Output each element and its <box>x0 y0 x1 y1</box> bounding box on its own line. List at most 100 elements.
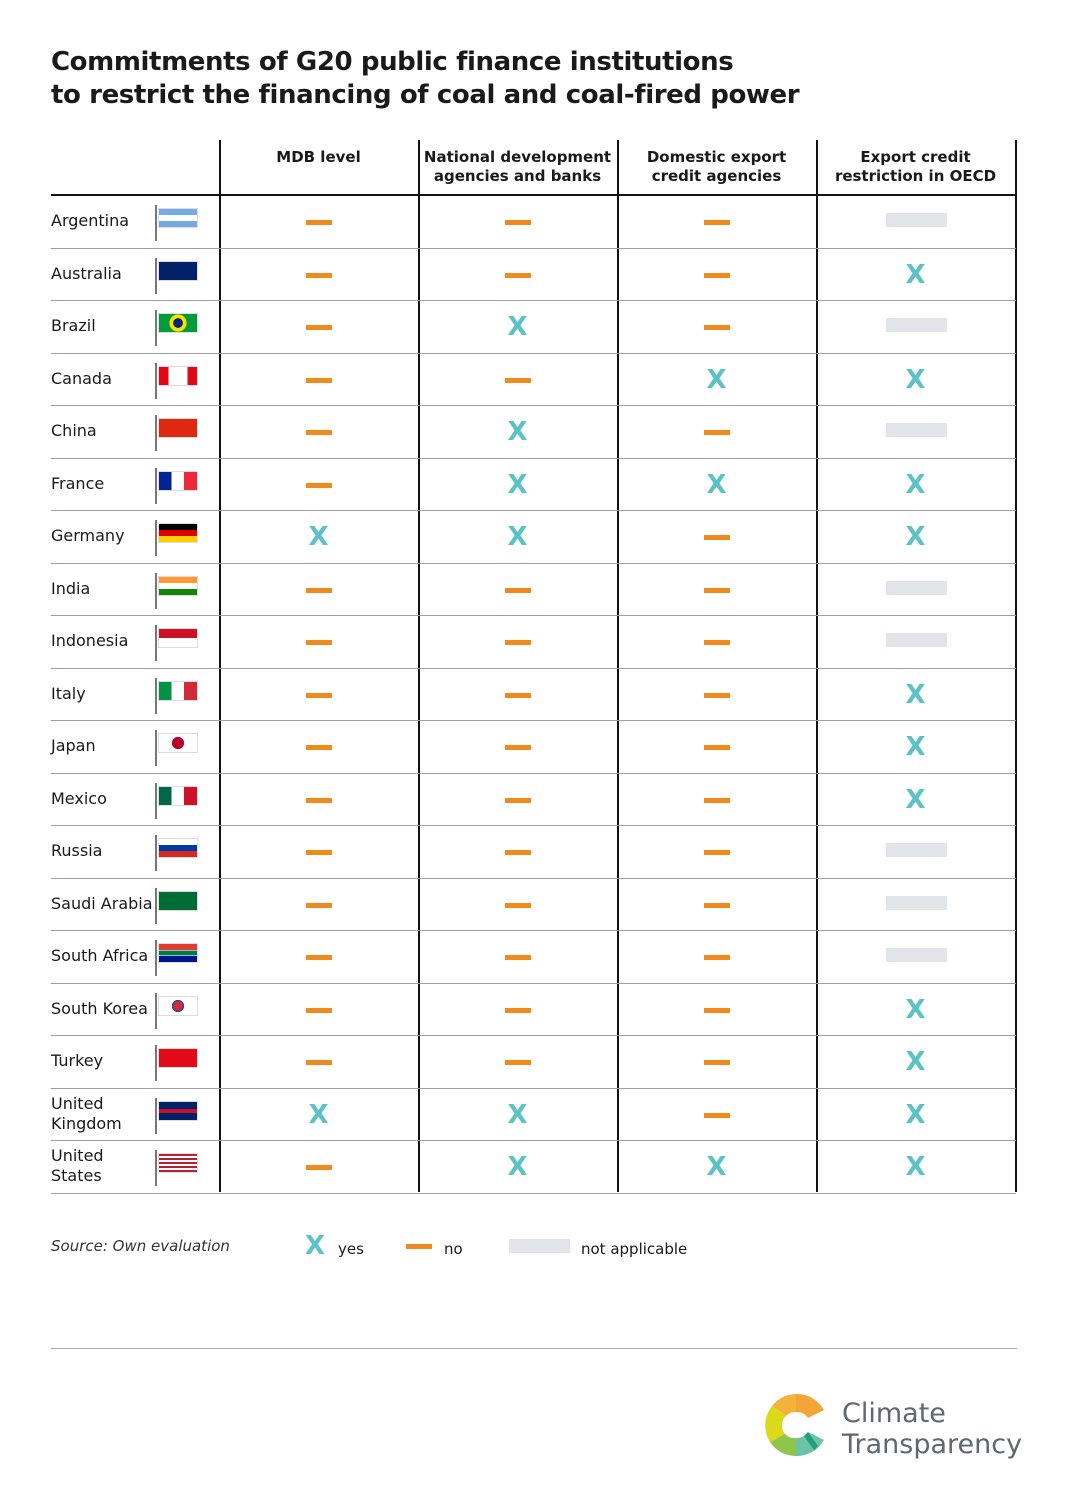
country-name-line: Saudi Arabia <box>51 893 153 913</box>
row-divider <box>51 1140 1016 1141</box>
country-name: Mexico <box>51 789 107 809</box>
flag-pole <box>155 992 157 1029</box>
no-mark <box>703 535 730 541</box>
no-mark <box>305 640 332 646</box>
flag-pole <box>155 467 157 504</box>
row-divider <box>51 1035 1016 1036</box>
country-name: South Korea <box>51 999 148 1019</box>
country-name-line: Japan <box>51 736 96 756</box>
no-mark <box>305 587 332 593</box>
country-name: France <box>51 474 104 494</box>
yes-mark: X <box>507 1152 528 1183</box>
country-name-line: South Africa <box>51 946 149 966</box>
title-line-2: to restrict the financing of coal and co… <box>51 80 800 110</box>
row-divider <box>51 667 1016 669</box>
yes-mark: X <box>507 522 528 553</box>
column-header-line: restriction in OECD <box>834 167 997 185</box>
flag-pole <box>155 677 157 714</box>
yes-mark: X <box>308 1099 329 1130</box>
logo-line-2: Transparency <box>842 1429 1023 1460</box>
no-mark <box>703 850 730 856</box>
no-mark <box>703 1112 730 1118</box>
flag-saudi-arabia-icon <box>158 890 198 911</box>
not-applicable-mark <box>885 633 947 648</box>
row-divider <box>51 982 1016 984</box>
not-applicable-mark <box>885 843 947 858</box>
flag-indonesia-icon <box>158 628 198 648</box>
no-mark <box>305 430 332 436</box>
no-mark <box>703 902 730 908</box>
flag-pole <box>155 1097 157 1134</box>
flag-italy-icon <box>158 680 198 701</box>
country-name: United States <box>51 1146 104 1186</box>
yes-mark: X <box>507 417 528 448</box>
row-divider <box>51 772 1016 774</box>
country-name: United Kingdom <box>51 1094 122 1134</box>
row-divider <box>51 930 1016 931</box>
no-mark <box>305 377 332 383</box>
yes-mark: X <box>905 522 926 553</box>
source-note: Source: Own evaluation <box>51 1237 230 1255</box>
yes-mark: X <box>905 994 926 1025</box>
yes-mark: X <box>308 522 329 553</box>
no-mark <box>504 692 531 698</box>
no-mark <box>703 430 730 436</box>
column-divider <box>418 140 420 1192</box>
row-divider <box>51 720 1016 721</box>
no-mark <box>305 745 332 751</box>
row-divider <box>51 457 1016 459</box>
yes-mark: X <box>905 679 926 710</box>
no-mark <box>504 587 531 593</box>
row-divider <box>51 300 1016 301</box>
country-name: Italy <box>51 684 86 704</box>
column-header: MDB level <box>219 148 418 167</box>
yes-mark: X <box>905 1152 926 1183</box>
footer-divider <box>51 1348 1017 1349</box>
row-divider <box>51 405 1016 406</box>
no-mark <box>305 325 332 331</box>
not-applicable-mark <box>885 948 947 963</box>
no-mark <box>305 692 332 698</box>
flag-china-icon <box>158 418 198 438</box>
flag-argentina-icon <box>158 208 198 228</box>
country-name-line: Indonesia <box>51 631 129 651</box>
country-name-line: Germany <box>51 526 125 546</box>
flag-mexico-icon <box>158 785 198 806</box>
row-divider <box>51 825 1016 826</box>
flag-pole <box>155 625 157 661</box>
yes-mark-icon: X <box>305 1231 326 1261</box>
no-mark <box>305 220 332 226</box>
flag-france-icon <box>158 470 198 491</box>
no-mark <box>305 850 332 856</box>
flag-pole <box>155 782 157 819</box>
column-divider <box>1015 140 1017 1192</box>
yes-mark: X <box>905 784 926 815</box>
flag-united-states-icon <box>158 1153 198 1173</box>
flag-pole <box>155 1150 157 1186</box>
yes-mark: X <box>507 312 528 343</box>
country-name: Turkey <box>51 1051 103 1071</box>
legend-no-label: no <box>444 1240 463 1258</box>
flag-japan-icon <box>158 733 198 753</box>
no-mark <box>504 955 531 961</box>
no-mark <box>504 272 531 278</box>
column-header-line: MDB level <box>276 148 361 166</box>
yes-mark: X <box>905 1099 926 1130</box>
title-line-1: Commitments of G20 public finance instit… <box>51 47 734 77</box>
flag-pole <box>155 835 157 871</box>
legend-no-swatch <box>406 1244 432 1249</box>
country-name-line: Russia <box>51 841 103 861</box>
flag-pole <box>155 940 157 976</box>
country-name-line: United <box>51 1146 104 1166</box>
country-name: Russia <box>51 841 102 861</box>
no-mark <box>305 1060 332 1066</box>
column-divider <box>816 140 818 1192</box>
no-mark <box>703 797 730 803</box>
yes-mark: X <box>905 1047 926 1078</box>
country-name-line: China <box>51 421 97 441</box>
row-divider <box>51 352 1016 354</box>
no-mark <box>703 745 730 751</box>
flag-south-africa-icon <box>158 943 198 963</box>
no-mark <box>703 1007 730 1013</box>
